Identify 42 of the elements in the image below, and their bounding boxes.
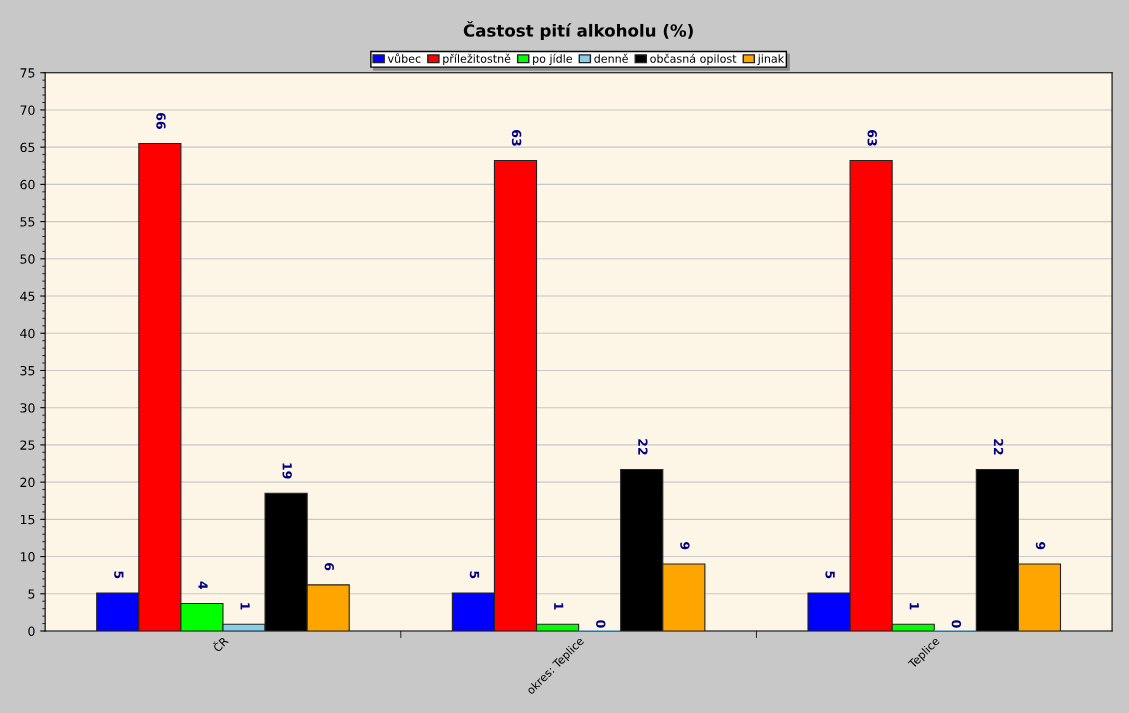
legend-label: příležitostně — [443, 53, 511, 65]
y-tick-label: 25 — [20, 440, 35, 450]
y-tick-label: 40 — [20, 328, 35, 339]
data-label: 22 — [638, 439, 648, 455]
x-tick-label: ČR — [211, 634, 229, 653]
y-tick-label: 5 — [28, 589, 35, 599]
y-tick-label: 30 — [20, 403, 35, 413]
chart-title: Častost pití alkoholu (%) — [463, 21, 693, 41]
y-tick-label: 15 — [20, 514, 35, 525]
data-label: 4 — [198, 581, 208, 589]
y-tick-label: 70 — [20, 105, 35, 115]
legend-label: denně — [594, 53, 628, 63]
data-label: 0 — [596, 620, 606, 628]
data-label: 9 — [1035, 542, 1046, 550]
y-tick-label: 55 — [20, 217, 35, 227]
data-label: 1 — [909, 603, 919, 610]
y-tick-label: 65 — [20, 142, 35, 153]
data-label: 5 — [469, 571, 480, 579]
data-label: 19 — [282, 463, 292, 479]
y-tick-label: 10 — [20, 552, 35, 562]
legend-label: jinak — [757, 54, 785, 65]
legend-label: občasná opilost — [650, 53, 737, 65]
data-label: 5 — [114, 571, 124, 579]
y-tick-label: 60 — [20, 179, 35, 190]
legend-label: vůbec — [387, 53, 421, 63]
data-label: 66 — [156, 112, 166, 129]
data-label: 63 — [511, 130, 522, 146]
y-tick-label: 35 — [20, 365, 35, 376]
data-label: 0 — [951, 620, 962, 628]
data-label: 1 — [240, 603, 250, 610]
data-label: 6 — [324, 563, 334, 571]
legend-label: po jídle — [533, 53, 573, 65]
data-label: 1 — [554, 603, 564, 610]
y-tick-label: 45 — [20, 291, 35, 301]
data-label: 22 — [993, 439, 1004, 455]
data-label: 63 — [867, 130, 877, 146]
y-tick-label: 0 — [28, 626, 35, 636]
y-tick-label: 75 — [20, 68, 35, 78]
data-label: 5 — [825, 571, 835, 579]
y-tick-label: 20 — [20, 477, 35, 488]
data-label: 9 — [680, 542, 690, 550]
y-tick-label: 50 — [20, 254, 35, 264]
